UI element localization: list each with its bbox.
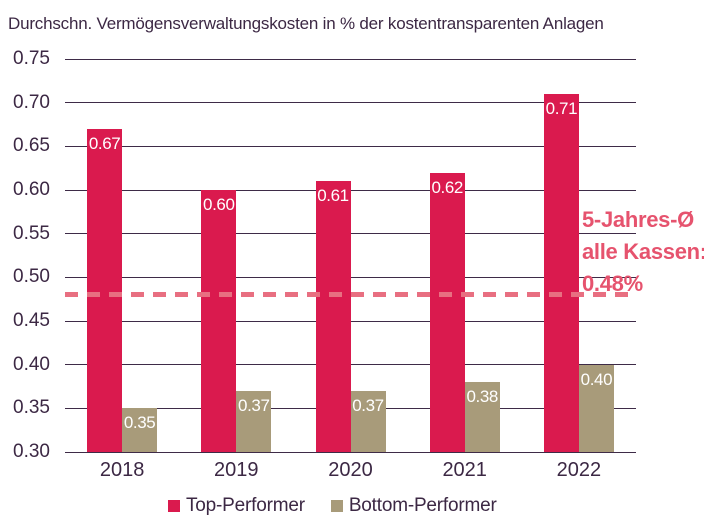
y-tick-label: 0.45	[13, 310, 50, 331]
gridline	[65, 233, 636, 235]
bar-value-label: 0.37	[238, 395, 270, 415]
legend-item-bottom-performer: Bottom-Performer	[330, 495, 497, 517]
bar-value-label: 0.40	[580, 369, 613, 389]
reference-line-annotation: 5-Jahres-Ø alle Kassen: 0.48%	[582, 204, 704, 300]
bar-value-label: 0.38	[466, 387, 498, 407]
bar-bottom-performer-2019: 0.37	[236, 390, 272, 452]
x-tick-label: 2021	[442, 459, 487, 481]
bar-top-performer-2022: 0.71	[543, 93, 579, 452]
bar-top-performer-2020: 0.61	[315, 181, 351, 452]
y-tick-label: 0.75	[13, 48, 50, 69]
y-tick-label: 0.55	[13, 222, 50, 244]
gridline	[65, 102, 636, 104]
chart-title: Durchschn. Vermögensverwaltungskosten in…	[8, 14, 604, 33]
bar-value-label: 0.67	[88, 133, 121, 153]
gridline	[65, 276, 636, 278]
bar-value-label: 0.60	[203, 195, 235, 214]
bar-bottom-performer-2021: 0.38	[464, 382, 500, 452]
y-tick-label: 0.65	[13, 135, 50, 157]
bar-value-label: 0.61	[317, 186, 349, 206]
bar-value-label: 0.37	[352, 395, 384, 415]
annotation-line: alle Kassen:	[582, 239, 704, 264]
x-tick-label: 2019	[214, 459, 259, 481]
y-tick-label: 0.30	[13, 441, 50, 462]
y-tick-label: 0.35	[13, 397, 50, 419]
legend-label: Bottom-Performer	[348, 495, 497, 516]
gridline	[65, 189, 636, 191]
y-tick-label: 0.60	[13, 179, 50, 200]
y-tick-label: 0.70	[13, 91, 50, 113]
bar-bottom-performer-2020: 0.37	[350, 390, 386, 452]
x-tick-label: 2022	[556, 459, 602, 481]
bar-top-performer-2021: 0.62	[429, 172, 465, 452]
bar-value-label: 0.62	[431, 177, 463, 197]
gridline	[65, 451, 636, 453]
bar-bottom-performer-2018: 0.35	[122, 408, 158, 452]
bar-top-performer-2019: 0.60	[201, 190, 237, 452]
y-tick-label: 0.50	[13, 266, 50, 288]
gridline	[65, 58, 636, 60]
bar-bottom-performer-2022: 0.40	[578, 364, 614, 452]
legend-swatch-icon	[330, 500, 343, 512]
annotation-line: 5-Jahres-Ø	[582, 207, 694, 232]
bar-top-performer-2018: 0.67	[87, 128, 123, 452]
gridline	[65, 364, 636, 366]
reference-line	[65, 292, 636, 298]
legend-item-top-performer: Top-Performer	[168, 495, 305, 517]
bar-value-label: 0.71	[545, 98, 578, 118]
gridline	[65, 320, 636, 322]
bar-value-label: 0.35	[123, 413, 156, 433]
gridline	[65, 145, 636, 147]
x-tick-label: 2018	[99, 459, 145, 481]
x-tick-label: 2020	[328, 459, 373, 481]
legend-label: Top-Performer	[186, 495, 305, 516]
legend-swatch-icon	[168, 500, 180, 512]
annotation-line: 0.48%	[582, 271, 643, 296]
chart-legend: Top-Performer Bottom-Performer	[168, 495, 497, 517]
y-tick-label: 0.40	[13, 353, 50, 375]
